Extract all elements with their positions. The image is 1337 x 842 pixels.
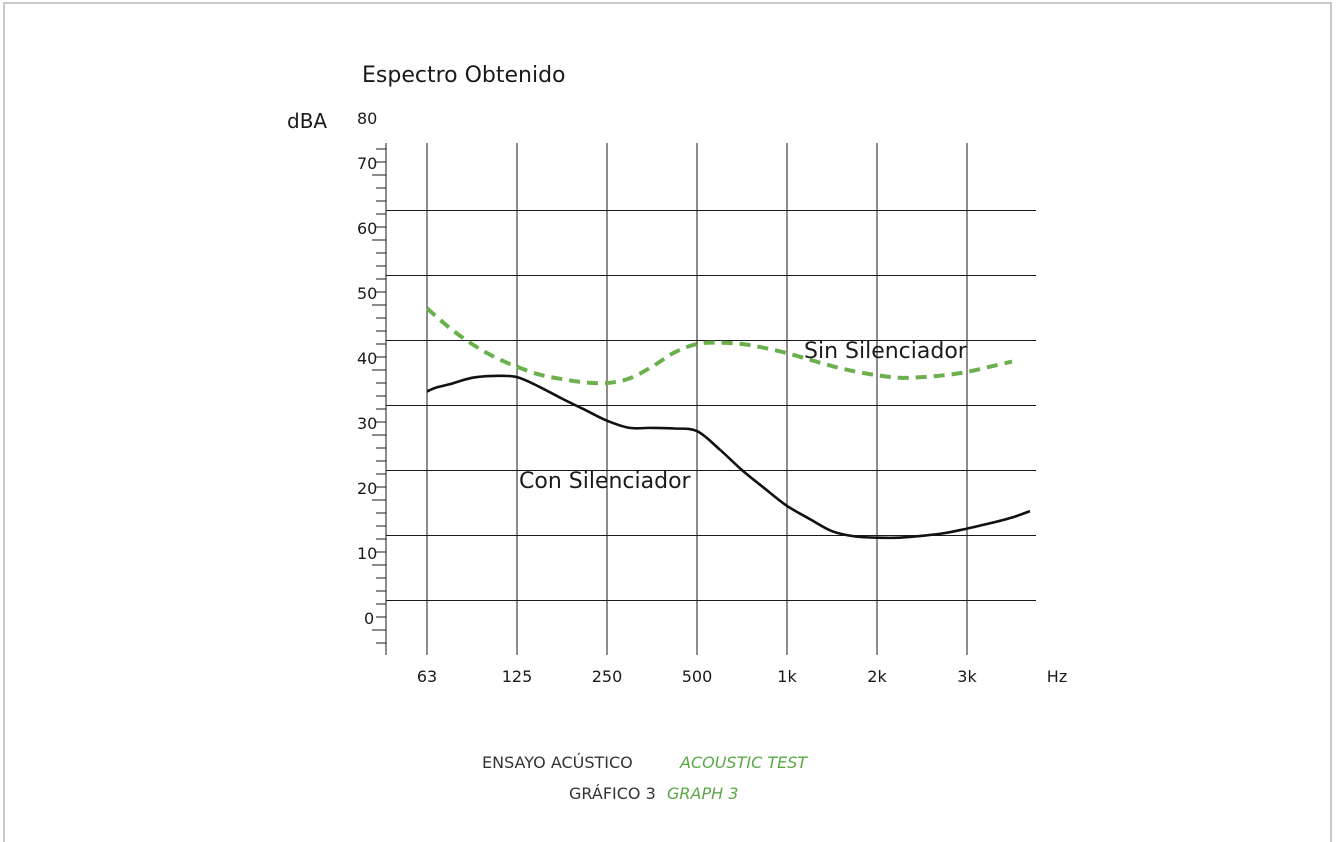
x-tick-label: 3k [957,667,977,686]
y-axis-unit: dBA [287,109,327,133]
y-tick-label: 20 [357,479,377,498]
caption-line1-en: ACOUSTIC TEST [679,753,808,772]
x-axis-unit: Hz [1047,667,1067,686]
figure-frame [3,2,1332,842]
caption-line2-en: GRAPH 3 [667,784,738,803]
y-axis: 0 10 20 30 40 50 60 70 80 [357,109,387,655]
caption-line2-es: GRÁFICO 3 [569,784,656,803]
y-tick-label: 0 [364,609,374,628]
y-tick-label: 50 [357,284,377,303]
chart-grid [386,143,1036,655]
chart-series [425,306,1031,540]
caption: ENSAYO ACÚSTICO ACOUSTIC TEST GRÁFICO 3 … [482,753,808,803]
series-label-con-silenciador: Con Silenciador [519,469,692,494]
chart-title: Espectro Obtenido [362,63,566,88]
y-tick-label: 80 [357,109,377,128]
y-tick-label: 30 [357,414,377,433]
caption-line1-es: ENSAYO ACÚSTICO [482,753,633,772]
y-tick-label: 60 [357,219,377,238]
y-tick-label: 70 [357,154,377,173]
x-tick-label: 63 [417,667,437,686]
y-tick-label: 40 [357,349,377,368]
y-tick-label: 10 [357,544,377,563]
x-tick-label: 500 [682,667,713,686]
series-line-con-silenciador [426,374,1031,540]
x-tick-label: 1k [777,667,797,686]
series-line-sin-silenciador [425,306,1013,386]
x-tick-label: 2k [867,667,887,686]
x-tick-label: 125 [502,667,533,686]
x-tick-label: 250 [592,667,623,686]
x-axis-ticks: 63 125 250 500 1k 2k 3k Hz [417,667,1067,686]
series-label-sin-silenciador: Sin Silenciador [804,339,968,364]
